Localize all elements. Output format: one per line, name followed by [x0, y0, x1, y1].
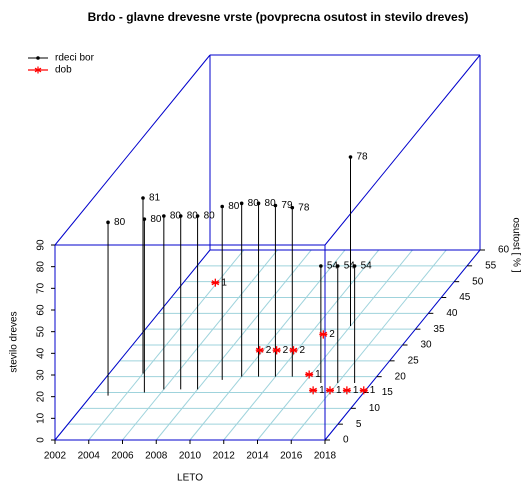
- point-label: 81: [149, 193, 161, 204]
- point-label: 1: [221, 277, 227, 288]
- point: [239, 201, 244, 206]
- point-label: 1: [319, 385, 325, 396]
- box-edge: [324, 54, 481, 246]
- chart-title: Brdo - glavne drevesne vrste (povprecna …: [88, 10, 469, 24]
- x-tick-label: 2004: [78, 451, 101, 462]
- z-tick-label: 90: [36, 239, 47, 251]
- point: [195, 214, 200, 218]
- point-label: 78: [298, 202, 310, 213]
- y-tick-label: 50: [472, 276, 484, 287]
- point-label: 54: [327, 261, 339, 272]
- z-tick-label: 40: [36, 347, 47, 359]
- legend-marker: [36, 56, 40, 60]
- legend-label: rdeci bor: [55, 53, 95, 64]
- y-axis-label: osutost [ % ]: [510, 217, 521, 272]
- x-tick-label: 2002: [44, 451, 67, 462]
- point-label: 1: [370, 385, 376, 396]
- z-tick-label: 80: [36, 261, 47, 273]
- z-tick-label: 30: [36, 369, 47, 381]
- x-tick-label: 2012: [213, 451, 236, 462]
- point-label: 80: [187, 211, 199, 222]
- point: [211, 278, 220, 287]
- y-tick-label: 45: [459, 292, 471, 303]
- point: [326, 386, 334, 395]
- y-tick-label: 20: [395, 371, 407, 382]
- point-label: 54: [361, 261, 373, 272]
- point: [255, 346, 264, 355]
- x-tick-label: 2006: [111, 451, 134, 462]
- x-tick-label: 2014: [246, 451, 269, 462]
- y-tick-label: 0: [343, 435, 349, 446]
- x-tick-label: 2010: [179, 451, 202, 462]
- z-tick-label: 20: [36, 391, 47, 403]
- z-tick-label: 70: [36, 282, 47, 294]
- point: [272, 346, 281, 355]
- point-label: 78: [357, 152, 369, 163]
- point-label: 80: [204, 211, 216, 222]
- point: [178, 214, 183, 218]
- z-axis-label: stevilo dreves: [9, 311, 20, 372]
- point-label: 80: [170, 211, 182, 222]
- point: [141, 196, 145, 200]
- point-label: 2: [266, 345, 272, 356]
- point: [220, 204, 225, 209]
- point-label: 1: [336, 385, 342, 396]
- x-tick-label: 2016: [280, 451, 303, 462]
- point: [305, 370, 314, 379]
- x-tick-label: 2008: [145, 451, 168, 462]
- y-tick-label: 15: [382, 387, 394, 398]
- y-tick-label: 10: [369, 403, 381, 414]
- y-tick-label: 30: [421, 340, 433, 351]
- asterisk-stroke: [34, 67, 42, 73]
- point-label: 79: [281, 200, 293, 211]
- point: [162, 214, 166, 218]
- point: [290, 205, 295, 210]
- y-tick-label: 25: [408, 355, 420, 366]
- point: [319, 330, 328, 339]
- legend-label: dob: [55, 65, 72, 76]
- point: [256, 201, 261, 206]
- point-label: 2: [283, 345, 289, 356]
- point: [359, 386, 368, 395]
- point-label: 80: [248, 198, 260, 209]
- point: [142, 217, 147, 221]
- point: [289, 346, 298, 355]
- point: [352, 264, 357, 268]
- point-label: 1: [315, 369, 321, 380]
- point: [348, 155, 353, 159]
- y-tick-label: 40: [446, 308, 458, 319]
- x-axis-label: LETO: [177, 473, 203, 484]
- y-tick-label: 55: [485, 260, 497, 271]
- point-label: 80: [114, 217, 126, 228]
- x-tick-label: 2018: [314, 451, 337, 462]
- point: [106, 220, 110, 225]
- box-edge: [54, 54, 211, 246]
- legend-marker: [28, 66, 48, 74]
- point: [309, 386, 318, 395]
- point-label: 80: [228, 201, 240, 212]
- point: [342, 386, 351, 395]
- y-tick-label: 35: [433, 324, 445, 335]
- point: [335, 264, 340, 268]
- y-tick-label: 5: [356, 419, 362, 430]
- z-tick-label: 50: [36, 326, 47, 338]
- point-label: 2: [300, 345, 306, 356]
- z-tick-label: 10: [36, 412, 47, 424]
- z-tick-label: 60: [36, 304, 47, 316]
- point: [273, 203, 278, 208]
- point-label: 2: [329, 329, 335, 340]
- point-label: 80: [265, 198, 277, 209]
- y-tick-label: 60: [498, 245, 510, 256]
- point-label: 80: [150, 214, 162, 225]
- point-label: 1: [353, 385, 359, 396]
- z-tick-label: 0: [36, 437, 47, 443]
- point-label: 54: [344, 261, 356, 272]
- point: [319, 264, 323, 268]
- box-edge: [54, 249, 211, 441]
